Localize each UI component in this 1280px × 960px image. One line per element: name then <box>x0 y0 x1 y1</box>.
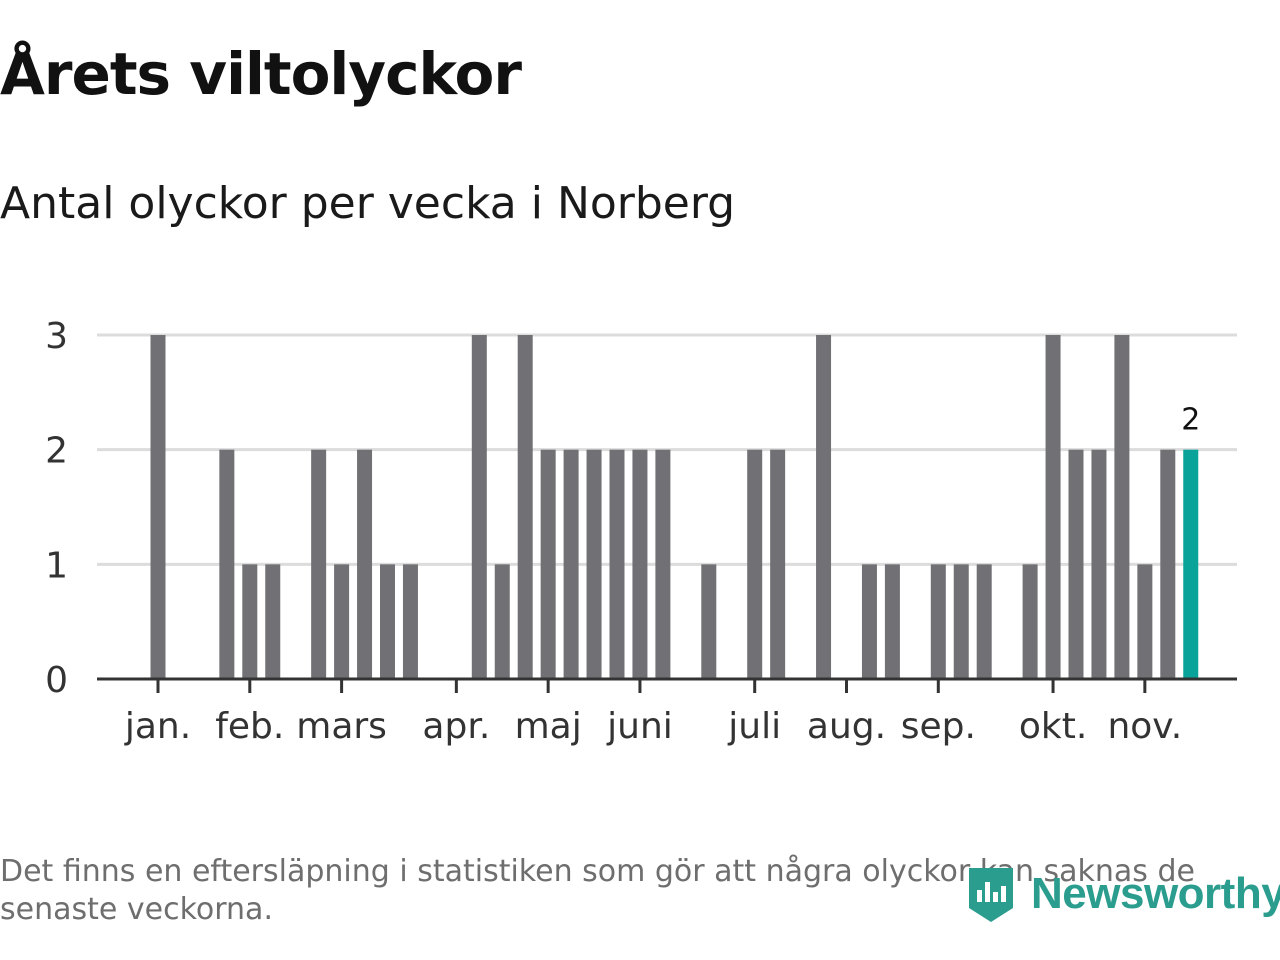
bar-series <box>150 335 1199 679</box>
bar <box>380 564 395 679</box>
bar <box>861 564 877 679</box>
bar <box>334 564 350 679</box>
x-tick-label: nov. <box>1107 706 1182 747</box>
bar <box>1045 335 1061 679</box>
x-tick-label: juli <box>727 706 781 747</box>
x-tick-label: aug. <box>807 706 886 747</box>
brand-name: Newsworthy <box>1031 869 1280 918</box>
bar <box>655 449 671 679</box>
bar <box>816 335 832 679</box>
bar <box>976 564 992 679</box>
x-tick-label: maj <box>515 706 582 747</box>
bar <box>1137 564 1153 679</box>
brand-logo: Newsworthy <box>965 862 1280 926</box>
bar <box>632 449 648 679</box>
y-tick-label: 3 <box>45 316 68 357</box>
y-axis-labels: 0 1 2 3 <box>45 316 68 701</box>
bar <box>242 564 258 679</box>
bar <box>471 335 487 679</box>
x-axis-ticks: jan. feb. mars apr. maj juni juli aug. sep. okt. n… <box>124 679 1182 747</box>
newsworthy-logo-icon <box>969 868 1013 922</box>
bar <box>494 564 510 679</box>
bar <box>701 564 717 679</box>
bar <box>402 564 418 679</box>
bar <box>150 335 166 679</box>
bar <box>770 449 786 679</box>
bar <box>1160 449 1176 679</box>
x-tick-label: juni <box>606 706 673 747</box>
bar <box>1022 564 1038 679</box>
bar <box>219 449 235 679</box>
y-tick-label: 2 <box>45 431 68 472</box>
y-tick-label: 1 <box>45 545 68 586</box>
bar <box>884 564 900 679</box>
bar <box>953 564 969 679</box>
bar-highlight <box>1183 449 1199 679</box>
highlight-value-label: 2 <box>1181 403 1200 438</box>
chart-title: Årets viltolyckor <box>0 40 522 108</box>
bar <box>930 564 946 679</box>
bar <box>1068 449 1084 679</box>
annotations: 2 <box>1181 403 1200 438</box>
bar-chart: 0 1 2 3 jan. feb. mars apr. maj juni juli aug. sep.… <box>45 316 1237 747</box>
bar <box>586 449 602 679</box>
x-tick-label: mars <box>296 706 387 747</box>
x-tick-label: jan. <box>124 706 191 747</box>
x-tick-label: apr. <box>422 706 490 747</box>
y-tick-label: 0 <box>45 660 68 701</box>
bar <box>563 449 579 679</box>
bar <box>1091 449 1107 679</box>
bar <box>1114 335 1130 679</box>
bar <box>609 449 625 679</box>
bar <box>517 335 533 679</box>
chart-subtitle: Antal olyckor per vecka i Norberg <box>0 178 736 229</box>
bar <box>265 564 281 679</box>
x-tick-label: okt. <box>1019 706 1087 747</box>
bar <box>747 449 763 679</box>
bar <box>540 449 556 679</box>
x-tick-label: sep. <box>901 706 976 747</box>
bar <box>357 449 373 679</box>
x-tick-label: feb. <box>215 706 284 747</box>
bar <box>311 449 327 679</box>
